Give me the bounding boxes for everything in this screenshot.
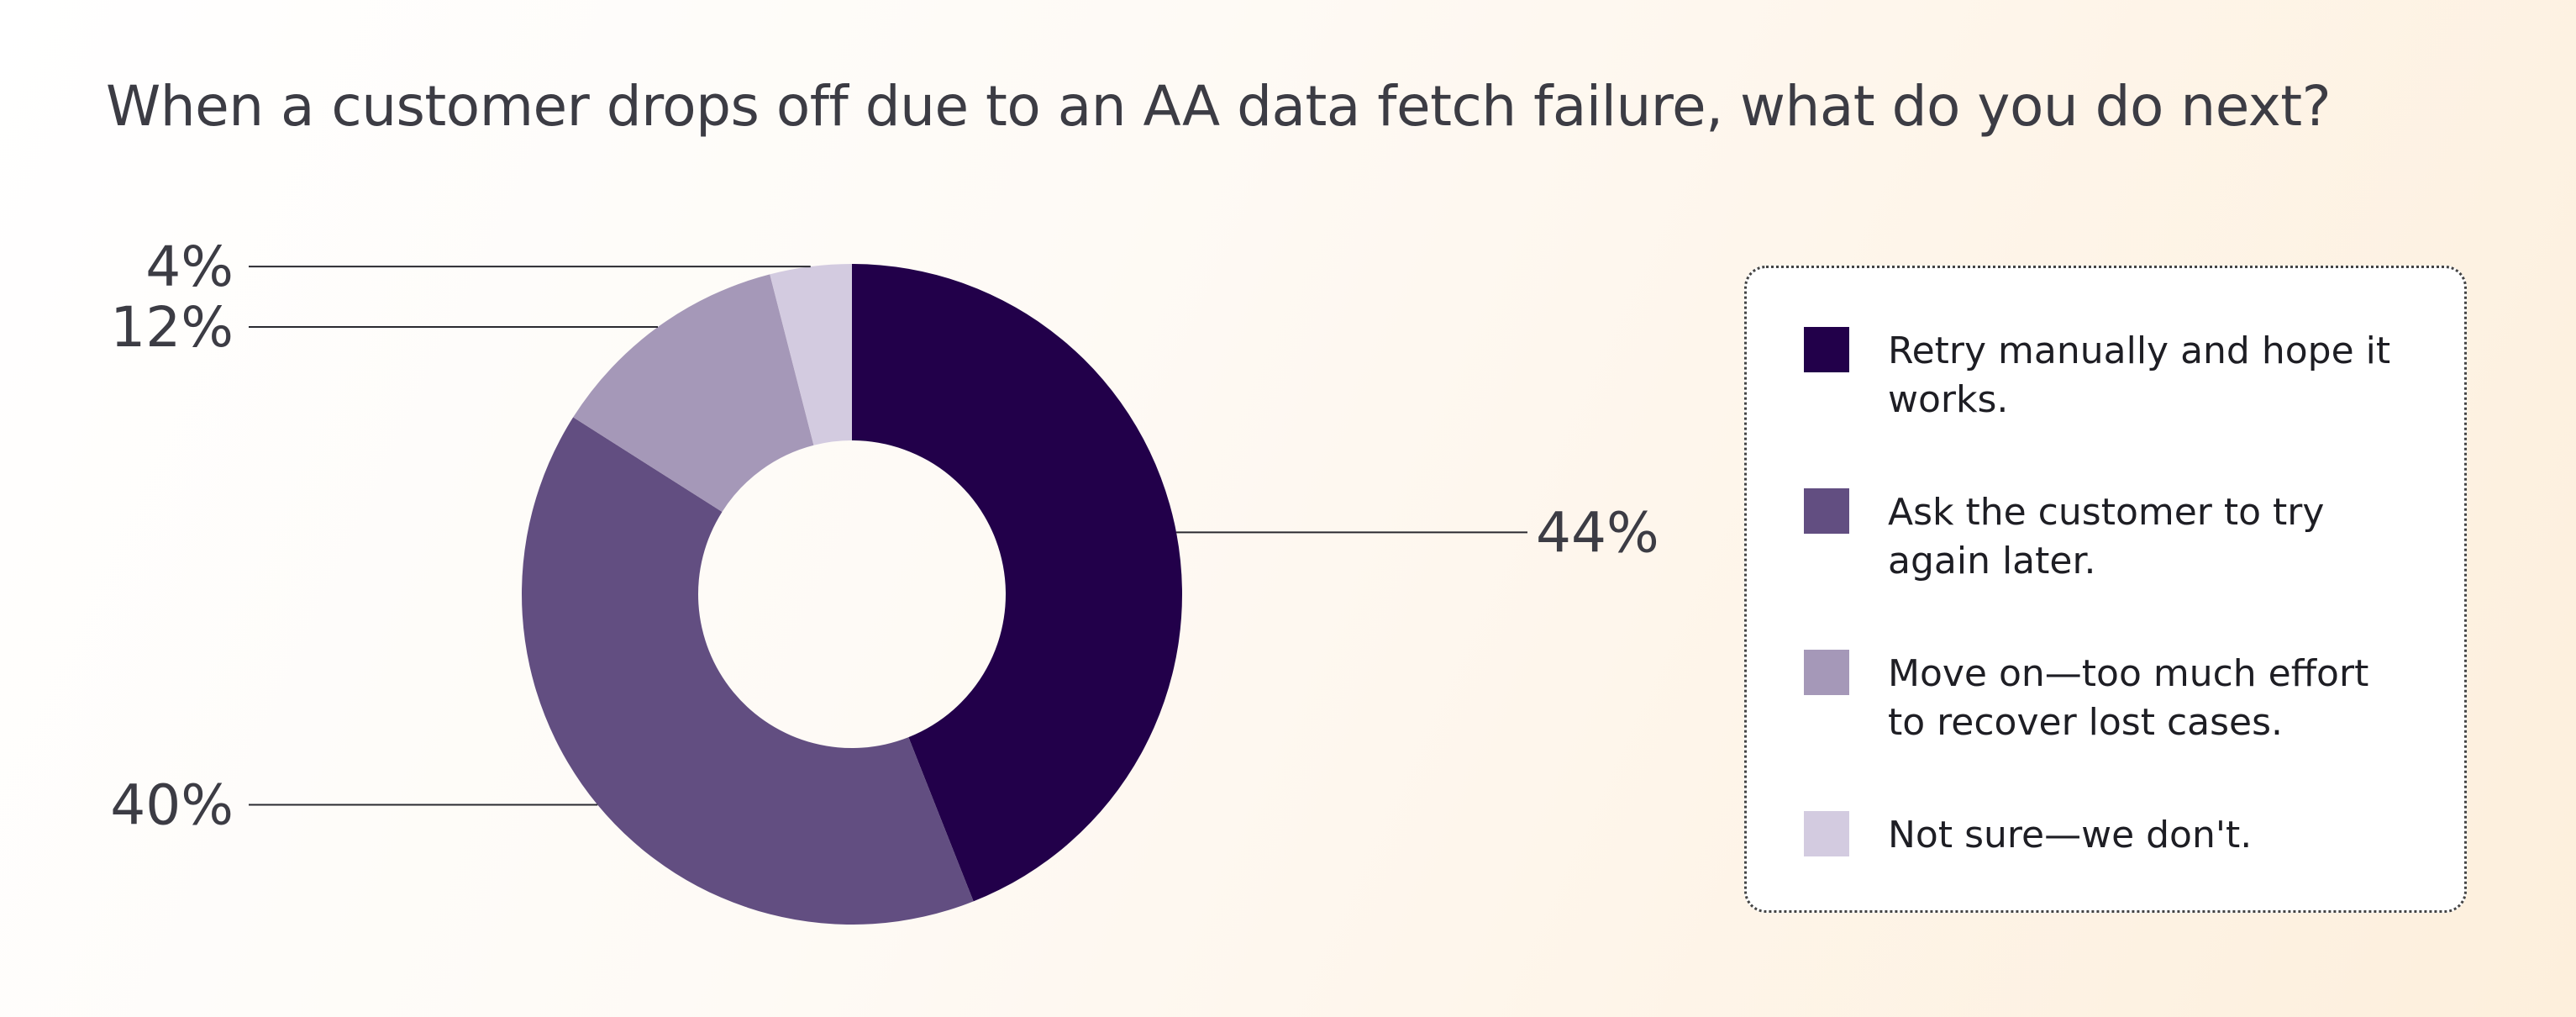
donut-slice <box>522 417 974 925</box>
donut-slice <box>852 264 1182 902</box>
slice-label: 44% <box>1536 500 1659 565</box>
donut-chart: 44% 40% 12%4% <box>110 234 1659 925</box>
legend-swatch <box>1804 650 1849 695</box>
slice-label: 12% <box>110 295 234 360</box>
legend-label: Move on—too much effort to recover lost … <box>1888 652 2369 744</box>
slice-label: 4% <box>145 234 234 299</box>
donut-slice <box>770 264 852 445</box>
legend-swatch <box>1804 488 1849 534</box>
legend-item: Not sure—we don't. <box>1804 811 2392 860</box>
legend-label: Ask the customer to try again later. <box>1888 491 2325 582</box>
legend-label: Retry manually and hope it works. <box>1888 329 2391 421</box>
chart-title: When a customer drops off due to an AA d… <box>106 74 2332 139</box>
legend-item: Retry manually and hope it works. <box>1804 327 2392 424</box>
legend: Retry manually and hope it works. Ask th… <box>1744 266 2467 913</box>
legend-item: Move on—too much effort to recover lost … <box>1804 650 2392 747</box>
legend-swatch <box>1804 811 1849 856</box>
legend-swatch <box>1804 327 1849 372</box>
legend-label: Not sure—we don't. <box>1888 814 2253 856</box>
donut-slice <box>573 274 814 512</box>
legend-item: Ask the customer to try again later. <box>1804 488 2392 586</box>
slice-label: 40% <box>110 773 234 838</box>
